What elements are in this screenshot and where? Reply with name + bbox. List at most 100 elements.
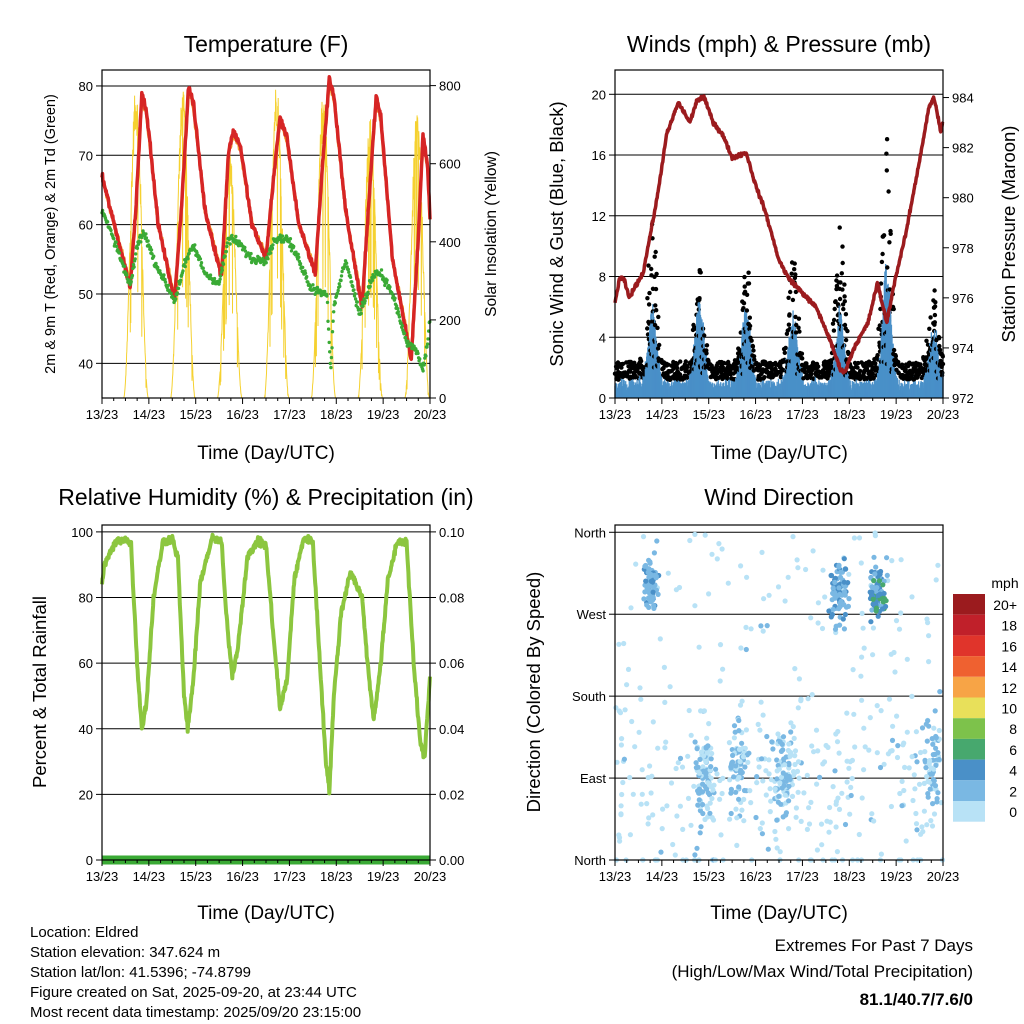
gust-point xyxy=(838,280,843,285)
wind-direction-point xyxy=(859,654,865,660)
dewpoint-point xyxy=(359,311,363,316)
wind-direction-point xyxy=(781,756,787,762)
gust-point xyxy=(891,306,896,312)
legend-swatch xyxy=(953,780,985,801)
wind-direction-point xyxy=(870,596,876,602)
wind-direction-title: Wind Direction xyxy=(704,484,854,510)
wind-direction-point xyxy=(743,727,750,733)
wind-direction-point xyxy=(696,797,702,803)
wind-direction-point xyxy=(929,823,936,829)
dewpoint-point xyxy=(223,254,227,258)
wind-direction-point xyxy=(790,534,796,540)
wind-direction-point xyxy=(744,574,750,580)
winds-plot-area xyxy=(612,93,946,399)
dewpoint-point xyxy=(154,261,158,266)
wind-direction-point xyxy=(861,645,867,651)
y2-tick-label: 0.10 xyxy=(439,525,464,540)
wind-direction-point xyxy=(697,756,703,763)
gust-point xyxy=(698,270,703,275)
wind-direction-point xyxy=(893,618,900,624)
dewpoint-point xyxy=(394,304,399,308)
wind-direction-point xyxy=(767,809,773,815)
dewpoint-point xyxy=(363,299,367,303)
gust-point xyxy=(653,286,659,292)
gust-point xyxy=(840,244,845,249)
wind-direction-point xyxy=(700,781,706,787)
winds-xlabel: Time (Day/UTC) xyxy=(710,443,848,464)
wind-direction-point xyxy=(779,741,785,747)
dewpoint-point xyxy=(305,275,309,279)
wind-direction-point xyxy=(703,759,709,765)
wind-direction-point xyxy=(869,607,875,613)
dewpoint-point xyxy=(337,282,341,286)
wind-direction-point xyxy=(661,664,668,671)
dewpoint-point xyxy=(152,254,156,258)
gust-point xyxy=(752,357,757,362)
wind-direction-point xyxy=(707,800,713,806)
legend-label: 8 xyxy=(1009,721,1017,737)
y2-tick-label: 0.08 xyxy=(439,591,464,606)
wind-direction-point xyxy=(841,556,847,562)
wind-direction-point xyxy=(904,729,910,735)
wind-direction-point xyxy=(731,723,738,729)
wind-direction-point xyxy=(832,626,839,632)
wind-direction-point xyxy=(930,741,936,747)
wind-direction-point xyxy=(790,773,797,779)
gust-point xyxy=(793,272,798,277)
wind-direction-point xyxy=(768,798,774,804)
wind-direction-point xyxy=(810,548,816,554)
wind-direction-point xyxy=(814,847,821,853)
dewpoint-point xyxy=(176,286,181,291)
legend-swatch xyxy=(953,656,985,677)
gust-point xyxy=(645,296,650,301)
wind-direction-point xyxy=(701,753,707,759)
gust-point xyxy=(788,289,793,295)
wind-direction-point xyxy=(933,577,939,583)
wind-direction-point xyxy=(673,765,679,772)
wind-direction-point xyxy=(708,756,714,762)
gust-point xyxy=(855,360,861,366)
y-tick-label: 60 xyxy=(79,656,93,671)
dewpoint-point xyxy=(350,280,354,284)
gust-point xyxy=(843,337,849,343)
wind-direction-point xyxy=(720,666,726,672)
wind-direction-point xyxy=(665,570,671,576)
wind-direction-point xyxy=(647,763,653,769)
gust-point xyxy=(924,338,929,343)
wind-direction-point xyxy=(901,740,907,746)
gust-point xyxy=(834,273,840,278)
wind-direction-point xyxy=(788,720,794,726)
wind-direction-point xyxy=(877,764,884,771)
wind-direction-point xyxy=(878,708,884,714)
wind-direction-point xyxy=(809,743,815,749)
gust-point xyxy=(697,296,702,301)
wind-direction-point xyxy=(928,818,934,824)
dewpoint-point xyxy=(329,355,334,360)
wind-direction-point xyxy=(686,707,692,714)
dewpoint-point xyxy=(208,273,213,277)
wind-direction-point xyxy=(826,829,832,835)
gust-point xyxy=(789,271,794,276)
wind-direction-point xyxy=(710,787,716,793)
x-tick-label: 19/23 xyxy=(367,869,400,884)
gust-point xyxy=(652,254,657,259)
wind-direction-point xyxy=(862,744,868,750)
wind-direction-point xyxy=(695,764,701,770)
gust-point xyxy=(836,303,841,308)
wind-direction-point xyxy=(925,791,931,797)
extremes-subtitle: (High/Low/Max Wind/Total Precipitation) xyxy=(672,962,973,981)
legend-swatch xyxy=(953,801,985,822)
wind-direction-point xyxy=(773,836,779,842)
wind-direction-point xyxy=(730,752,736,759)
wind-direction-point xyxy=(755,721,761,728)
dewpoint-point xyxy=(193,243,197,247)
gust-point xyxy=(886,189,891,194)
wind-direction-point xyxy=(759,831,766,837)
speed-legend: mph 20+ 18 16 14 12 10 8 6 4 2 0 xyxy=(953,575,1019,822)
gust-point xyxy=(653,303,658,308)
wind-direction-point xyxy=(718,832,724,838)
wind-direction-point xyxy=(841,589,848,595)
wind-direction-point xyxy=(693,760,699,766)
wind-direction-point xyxy=(883,603,889,610)
gust-point xyxy=(843,312,849,317)
